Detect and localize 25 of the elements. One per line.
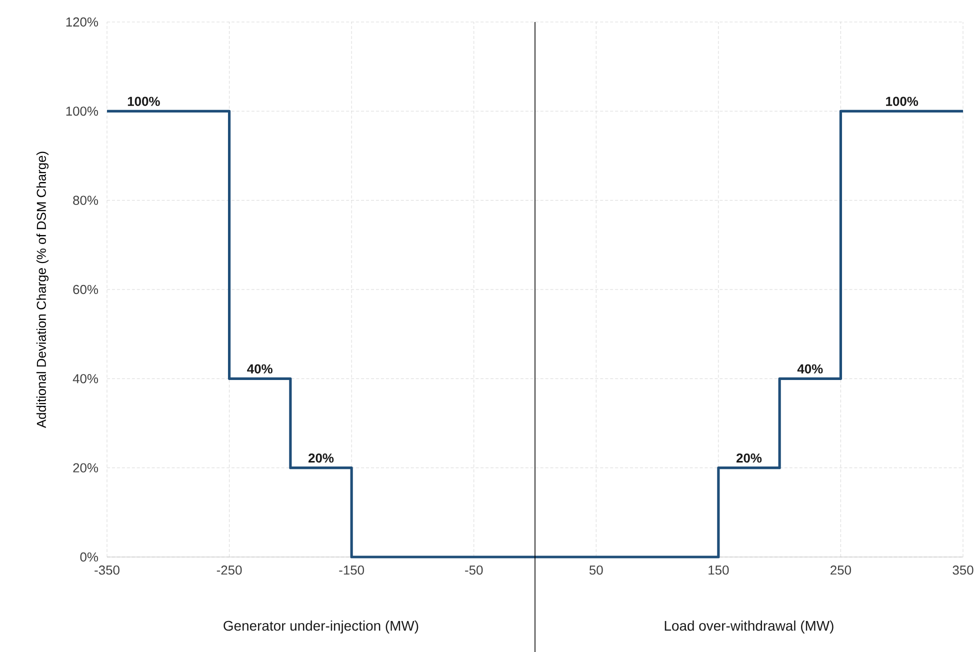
y-tick-label: 40% xyxy=(72,374,98,384)
x-tick-label: 150 xyxy=(708,566,729,575)
x-tick-label: 50 xyxy=(589,566,603,575)
annotation: 100% xyxy=(128,96,160,106)
line-series xyxy=(106,110,964,558)
x-tick-label: -150 xyxy=(339,566,364,575)
annotation: 40% xyxy=(797,364,823,374)
x-tick-label: -250 xyxy=(216,566,242,575)
text: Generator under-injection (MW) xyxy=(224,620,418,634)
y-tick-label: 120% xyxy=(66,17,98,27)
y-tick-label: 100% xyxy=(66,106,98,116)
annotation: 40% xyxy=(247,364,272,374)
y-tick-label: 20% xyxy=(73,463,98,472)
y-tick-label: 60% xyxy=(73,284,98,294)
text: Load over-withdrawal (MW) xyxy=(664,620,834,634)
x-tick-label: 350 xyxy=(952,566,974,575)
annotation: 100% xyxy=(886,96,918,106)
y-axis-title: Additional Deviation Charge (% of DSM Charge) xyxy=(36,152,49,428)
annotation: 20% xyxy=(308,453,334,463)
annotation: 20% xyxy=(736,453,762,463)
x-tick-label: -50 xyxy=(465,566,483,575)
x-tick-label: 250 xyxy=(830,566,852,575)
y-tick-label: 0% xyxy=(80,552,98,562)
x-tick-label: -350 xyxy=(94,566,120,575)
y-tick-label: 80% xyxy=(73,196,98,205)
